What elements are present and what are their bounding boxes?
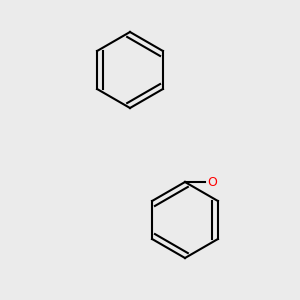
Text: O: O <box>207 176 217 188</box>
